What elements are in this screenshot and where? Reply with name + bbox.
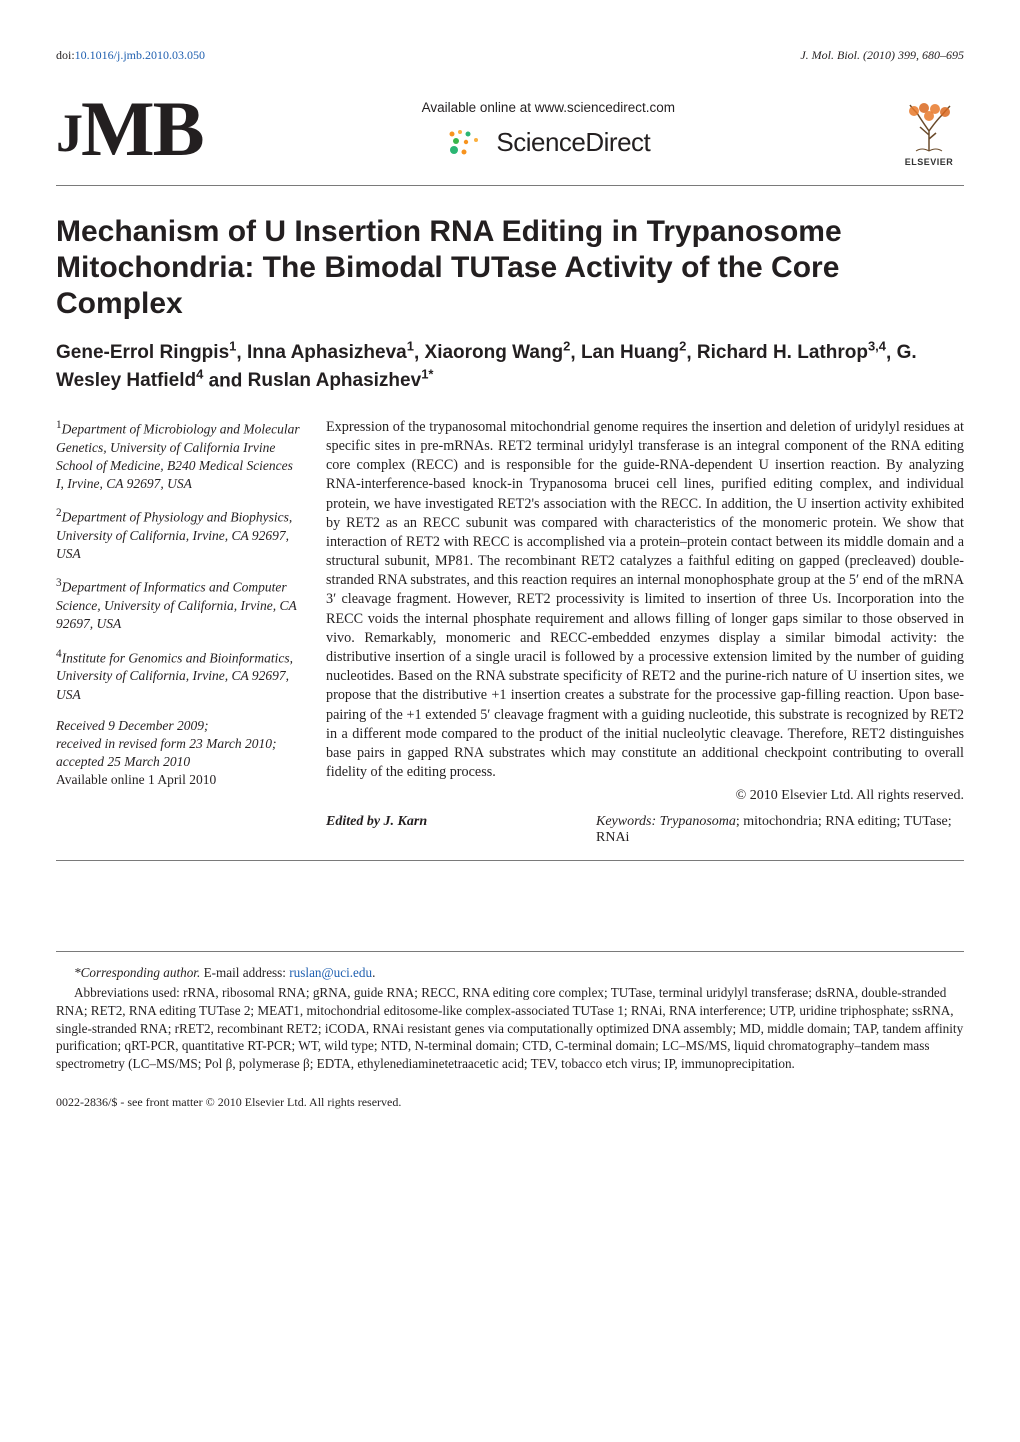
author: Ruslan Aphasizhev1* [248, 370, 434, 391]
article-dates: Received 9 December 2009; received in re… [56, 717, 304, 790]
corresponding-author: *Corresponding author. E-mail address: r… [56, 964, 964, 982]
sciencedirect-row: ScienceDirect [203, 127, 894, 158]
keywords-italic: Trypanosoma [660, 814, 736, 829]
journal-reference: J. Mol. Biol. (2010) 399, 680–695 [800, 48, 964, 63]
doi-prefix: doi: [56, 48, 75, 62]
affiliation: 1Department of Microbiology and Molecula… [56, 418, 304, 493]
corr-period: . [372, 965, 375, 980]
jmb-m: M [81, 96, 153, 162]
center-branding: Available online at www.sciencedirect.co… [203, 100, 894, 158]
elsevier-label: ELSEVIER [905, 157, 954, 167]
elsevier-logo: ELSEVIER [894, 91, 964, 167]
revised-date: received in revised form 23 March 2010; [56, 736, 276, 751]
affiliation: 4Institute for Genomics and Bioinformati… [56, 647, 304, 704]
front-matter-line: 0022-2836/$ - see front matter © 2010 El… [56, 1095, 964, 1110]
abstract-column: Expression of the trypanosomal mitochond… [326, 418, 964, 846]
keywords: Keywords: Trypanosoma; mitochondria; RNA… [596, 814, 964, 846]
edited-by: Edited by J. Karn [326, 814, 574, 846]
author: Richard H. Lathrop3,4 [697, 342, 886, 363]
abbreviations: Abbreviations used: rRNA, ribosomal RNA;… [56, 984, 964, 1073]
sciencedirect-dots-icon [446, 128, 490, 158]
author: Gene-Errol Ringpis1 [56, 342, 236, 363]
author: Inna Aphasizheva1 [247, 342, 414, 363]
accepted-date: accepted 25 March 2010 [56, 754, 190, 769]
online-date: Available online 1 April 2010 [56, 772, 216, 787]
author: Lan Huang2 [581, 342, 686, 363]
abstract-section: 1Department of Microbiology and Molecula… [56, 418, 964, 861]
affiliations-column: 1Department of Microbiology and Molecula… [56, 418, 304, 846]
keywords-label: Keywords: [596, 814, 660, 829]
corr-label: *Corresponding author. [74, 965, 200, 980]
corr-email-link[interactable]: ruslan@uci.edu [289, 965, 372, 980]
corr-text: E-mail address: [200, 965, 289, 980]
available-online-text: Available online at www.sciencedirect.co… [203, 100, 894, 115]
doi-container: doi:10.1016/j.jmb.2010.03.050 [56, 48, 205, 63]
header-meta-row: doi:10.1016/j.jmb.2010.03.050 J. Mol. Bi… [56, 48, 964, 63]
footnotes-divider [56, 951, 964, 952]
doi-link[interactable]: 10.1016/j.jmb.2010.03.050 [75, 48, 205, 62]
footnotes-block: *Corresponding author. E-mail address: r… [56, 964, 964, 1073]
affiliation: 2Department of Physiology and Biophysics… [56, 506, 304, 563]
copyright-line: © 2010 Elsevier Ltd. All rights reserved… [326, 788, 964, 804]
keywords-row: Edited by J. Karn Keywords: Trypanosoma;… [326, 814, 964, 846]
sciencedirect-text: ScienceDirect [496, 127, 650, 158]
branding-row: JMB Available online at www.sciencedirec… [56, 91, 964, 186]
abstract-text: Expression of the trypanosomal mitochond… [326, 418, 964, 782]
jmb-logo: JMB [56, 96, 203, 162]
jmb-j: J [56, 111, 81, 157]
received-date: Received 9 December 2009; [56, 718, 209, 733]
jmb-b: B [153, 96, 203, 162]
author: Xiaorong Wang2 [425, 342, 571, 363]
author-list: Gene-Errol Ringpis1, Inna Aphasizheva1, … [56, 338, 964, 394]
article-title: Mechanism of U Insertion RNA Editing in … [56, 214, 964, 322]
affiliation: 3Department of Informatics and Computer … [56, 576, 304, 633]
elsevier-tree-icon [902, 103, 956, 155]
